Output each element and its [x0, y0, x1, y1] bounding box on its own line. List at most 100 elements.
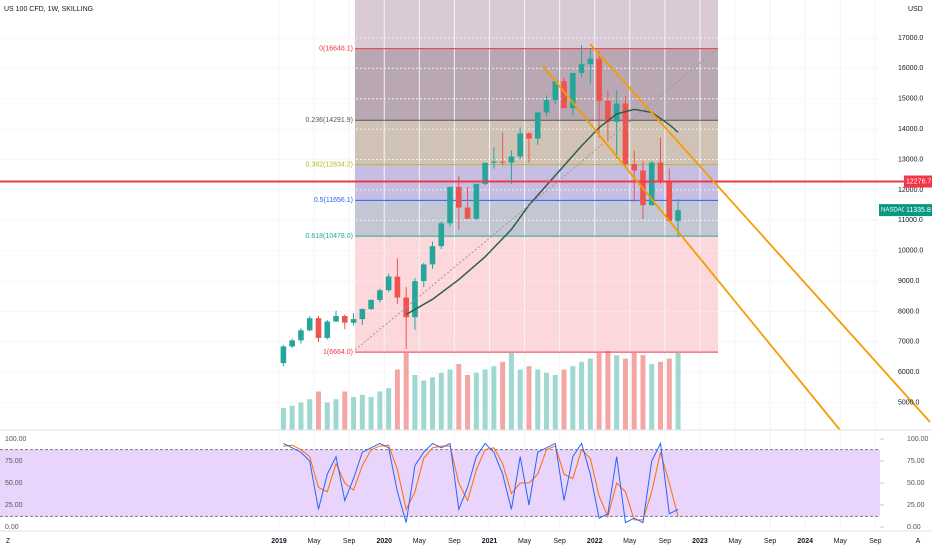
- y-tick-label: 14000.0: [898, 126, 923, 133]
- y-tick-label: 16000.0: [898, 65, 923, 72]
- candle-body: [508, 156, 515, 163]
- volume-bar: [561, 369, 567, 430]
- volume-bar: [491, 366, 497, 430]
- fib-label: 0.618(10478.0): [306, 233, 353, 240]
- volume-bar: [622, 358, 628, 430]
- volume-bar: [535, 369, 541, 430]
- last-name: NASDAQ: [881, 208, 907, 214]
- x-tick-label: Sep: [764, 538, 777, 545]
- volume-bar: [614, 355, 620, 430]
- stoch-tick-label: 100.00: [5, 436, 27, 443]
- volume-bar: [579, 361, 585, 430]
- volume-bar: [570, 366, 576, 430]
- volume-bar: [438, 372, 444, 430]
- volume-bar: [280, 408, 286, 430]
- volume-bar: [517, 369, 523, 430]
- volume-bar: [377, 391, 383, 430]
- fib-label: 0.5(11656.1): [314, 197, 353, 204]
- fib-label: 1(6664.0): [323, 349, 353, 356]
- x-tick-label: 2024: [797, 538, 813, 545]
- x-tick-label: May: [623, 538, 637, 545]
- fib-zone: [355, 0, 718, 353]
- y-tick-label: 17000.0: [898, 35, 923, 42]
- volume-bar: [631, 353, 637, 430]
- x-tick-label: 2021: [482, 538, 498, 545]
- corner-button[interactable]: Z: [6, 538, 11, 545]
- candle-body: [517, 133, 523, 157]
- y-tick-label: 12000.0: [898, 187, 923, 194]
- volume-bar: [289, 405, 295, 430]
- stoch-k: [283, 441, 679, 524]
- candle-body: [526, 133, 532, 139]
- x-tick-label: May: [834, 538, 848, 545]
- stoch-tick-label: 50.00: [5, 480, 23, 487]
- last-badge: [904, 204, 932, 217]
- axes: 5000.0 6000.0 7000.0 8000.0 9000.0 10000.0 110…: [5, 35, 932, 545]
- candle-body: [482, 162, 488, 184]
- x-tick-label: 2019: [271, 538, 287, 545]
- stoch-tick-label: 100.00: [907, 436, 929, 443]
- volume-bar: [307, 399, 313, 430]
- volume-bar: [500, 361, 506, 430]
- volume-bar: [456, 364, 462, 430]
- fib-label: 0.382(12834.2): [306, 161, 353, 168]
- candle-body: [359, 309, 366, 320]
- price-pane: 0(16648.1) 0.236(14291.9) 0.382(12834.2) 0.…: [0, 44, 904, 367]
- candle-body: [561, 81, 567, 109]
- volume-bar: [351, 397, 357, 430]
- candle-body: [315, 318, 322, 338]
- candle-body: [412, 281, 418, 318]
- x-tick-label: May: [728, 538, 742, 545]
- x-tick-label: Sep: [659, 538, 672, 545]
- y-tick-label: 10000.0: [898, 248, 923, 255]
- volume-bar: [333, 399, 339, 430]
- price-badge-label: 12276.7: [906, 178, 931, 185]
- volume-bar: [596, 353, 602, 430]
- y-tick-label: 6000.0: [898, 369, 920, 376]
- candle-body: [543, 99, 550, 113]
- candle-body: [499, 161, 506, 163]
- stoch-tick-label: 0.00: [5, 524, 19, 531]
- price-badge: [904, 175, 932, 188]
- last-price: 11335.8: [906, 207, 931, 214]
- volume-bar: [342, 391, 348, 430]
- volume-bar: [526, 366, 532, 430]
- candle-body: [675, 210, 681, 221]
- volume-bar: [298, 402, 304, 430]
- fib-band: [355, 200, 718, 237]
- volume-bar: [394, 369, 400, 430]
- volume-bar: [640, 355, 646, 430]
- volume-bar: [412, 375, 418, 430]
- x-tick-label: Sep: [343, 538, 356, 545]
- y-tick-label: 13000.0: [898, 156, 923, 163]
- fib-band: [355, 0, 718, 49]
- y-tick-label: 9000.0: [898, 278, 920, 285]
- candle-body: [429, 246, 436, 265]
- volume-bar: [473, 372, 479, 430]
- fib-label: 0(16648.1): [319, 46, 353, 53]
- candle-body: [341, 316, 348, 323]
- volume-bar: [386, 388, 392, 430]
- x-tick-label: May: [307, 538, 321, 545]
- volume-bar: [675, 353, 681, 430]
- candle-body: [456, 186, 462, 208]
- y-tick-label: 5000.0: [898, 399, 920, 406]
- candle-body: [534, 112, 541, 139]
- stoch-tick-label: 75.00: [5, 458, 23, 465]
- volume-bar: [649, 364, 655, 430]
- candle-body: [596, 58, 602, 101]
- x-tick-label: Sep: [448, 538, 461, 545]
- candle-body: [578, 64, 585, 73]
- volume-bar: [605, 350, 611, 430]
- last-badge: [879, 204, 904, 217]
- candle-body: [403, 297, 409, 318]
- corner-button[interactable]: A: [916, 538, 921, 545]
- volume: [280, 350, 681, 430]
- candle-body: [666, 181, 673, 221]
- stoch-d: [283, 444, 679, 521]
- candle-body: [324, 321, 331, 338]
- y-tick-label: 7000.0: [898, 339, 920, 346]
- volume-bar: [315, 391, 321, 430]
- stoch-tick-label: 25.00: [907, 502, 925, 509]
